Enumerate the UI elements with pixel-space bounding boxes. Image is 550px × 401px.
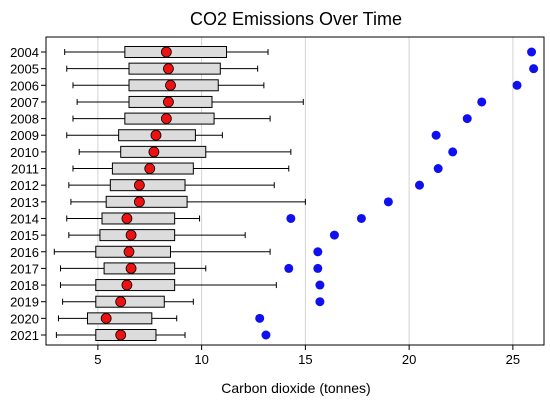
median-marker <box>121 213 133 224</box>
outlier-point <box>433 164 443 174</box>
plot-frame <box>45 36 545 346</box>
median-marker <box>144 163 156 174</box>
median-marker <box>115 329 127 341</box>
median-marker <box>150 129 162 141</box>
iqr-box <box>95 295 165 308</box>
box-2016 <box>53 245 323 258</box>
outlier-point <box>431 130 441 140</box>
x-tick-label: 25 <box>506 352 520 367</box>
outlier-point <box>315 297 325 307</box>
y-tick-label: 2011 <box>11 162 39 177</box>
box-2010 <box>78 145 458 158</box>
box-2011 <box>72 162 443 175</box>
box-layer <box>53 46 539 341</box>
x-tick-label: 10 <box>194 352 208 367</box>
iqr-box <box>128 62 221 75</box>
y-tick-label: 2007 <box>10 95 39 110</box>
y-tick-label: 2004 <box>10 45 39 60</box>
outlier-point <box>512 80 522 90</box>
outlier-point <box>329 230 339 240</box>
median-marker <box>125 229 137 241</box>
x-tick-label: 5 <box>94 352 101 367</box>
box-2020 <box>57 312 265 325</box>
iqr-box <box>105 195 188 208</box>
outlier-point <box>415 180 424 190</box>
outlier-point <box>477 97 487 107</box>
box-2015 <box>68 229 339 242</box>
y-tick-label: 2021 <box>10 328 39 343</box>
iqr-box <box>109 179 186 192</box>
y-tick-label: 2005 <box>10 62 39 77</box>
median-marker <box>125 263 137 274</box>
y-tick-label: 2016 <box>10 245 39 260</box>
box-2005 <box>66 62 539 75</box>
iqr-box <box>99 229 176 242</box>
median-marker <box>133 179 145 191</box>
y-tick-label: 2013 <box>10 195 39 210</box>
outlier-point <box>383 197 393 207</box>
iqr-box <box>87 312 153 325</box>
iqr-box <box>101 212 176 225</box>
outlier-point <box>284 263 294 273</box>
median-marker <box>115 296 127 308</box>
iqr-box <box>124 46 228 58</box>
x-tick-label: 20 <box>402 352 416 367</box>
outlier-point <box>356 213 366 223</box>
y-tick-label: 2006 <box>10 78 39 93</box>
median-marker <box>163 96 174 108</box>
outlier-point <box>315 280 325 290</box>
median-marker <box>148 146 160 158</box>
outlier-point <box>286 213 296 223</box>
box-2017 <box>60 262 323 275</box>
iqr-box <box>120 145 207 158</box>
chart-title: CO2 Emissions Over Time <box>190 9 402 29</box>
outlier-point <box>527 47 537 57</box>
box-2006 <box>72 79 522 92</box>
box-2012 <box>68 179 424 192</box>
x-axis-label: Carbon dioxide (tonnes) <box>221 380 370 396</box>
outlier-point <box>462 114 472 124</box>
median-marker <box>160 46 172 58</box>
median-marker <box>100 312 112 324</box>
box-2014 <box>66 212 366 225</box>
box-2009 <box>66 129 441 142</box>
x-tick-label: 15 <box>298 352 312 367</box>
median-marker <box>163 63 174 75</box>
box-2019 <box>62 295 325 308</box>
outlier-point <box>529 64 539 74</box>
outlier-point <box>261 330 271 340</box>
outlier-point <box>255 313 265 323</box>
median-marker <box>133 196 145 208</box>
y-tick-label: 2010 <box>10 145 39 160</box>
y-tick-label: 2014 <box>10 211 39 226</box>
box-2007 <box>76 95 487 108</box>
iqr-box <box>103 262 176 275</box>
y-tick-label: 2020 <box>10 311 39 326</box>
x-tick-layer: 5 10 15 20 25 <box>94 345 520 367</box>
outlier-point <box>313 247 323 257</box>
iqr-box <box>95 279 176 292</box>
median-marker <box>165 79 176 91</box>
median-marker <box>160 113 172 124</box>
outlier-point <box>448 147 458 157</box>
box-2004 <box>64 46 537 58</box>
box-2008 <box>72 112 472 125</box>
median-marker <box>123 246 135 258</box>
median-marker <box>121 279 133 291</box>
y-tick-label: 2015 <box>10 228 39 243</box>
y-tick-label: 2017 <box>10 261 39 276</box>
y-tick-label: 2012 <box>10 178 39 193</box>
box-2018 <box>60 279 325 292</box>
box-2021 <box>55 329 271 341</box>
y-tick-label: 2019 <box>10 295 39 310</box>
outlier-point <box>313 263 323 273</box>
y-tick-label: 2008 <box>10 112 39 127</box>
box-2013 <box>70 195 393 208</box>
y-tick-label: 2018 <box>10 278 39 293</box>
y-tick-label: 2009 <box>10 128 39 143</box>
